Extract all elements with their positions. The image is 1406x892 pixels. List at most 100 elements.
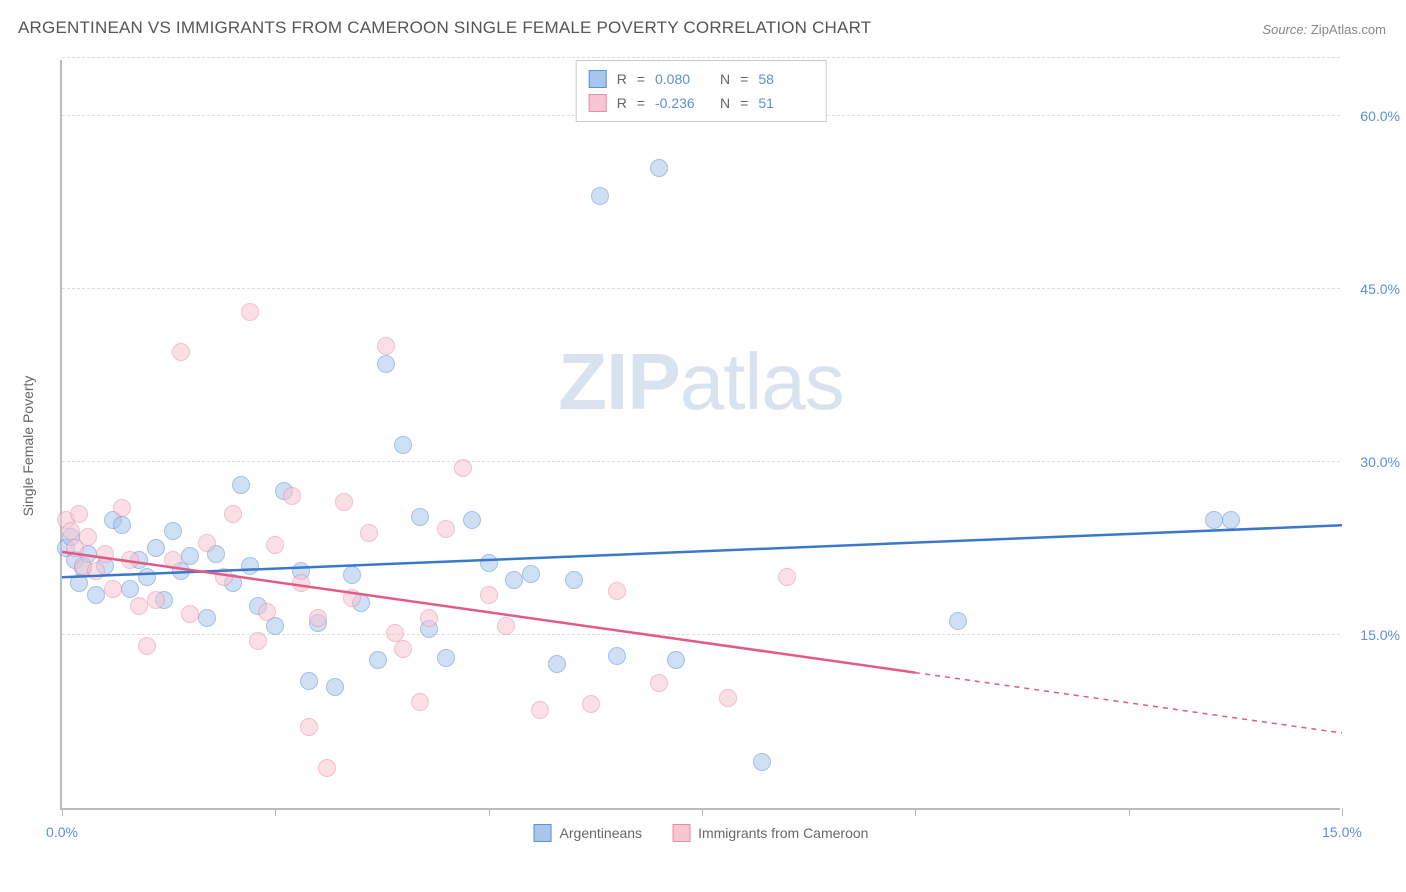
scatter-point (300, 672, 318, 690)
scatter-point (87, 562, 105, 580)
legend-eq-1b: = (740, 95, 748, 111)
scatter-point (437, 520, 455, 538)
x-tick (915, 808, 916, 816)
scatter-point (181, 605, 199, 623)
scatter-point (608, 582, 626, 600)
scatter-point (394, 436, 412, 454)
scatter-point (531, 701, 549, 719)
legend-row-0: R = 0.080 N = 58 (589, 67, 814, 91)
legend-swatch-0 (589, 70, 607, 88)
scatter-point (753, 753, 771, 771)
scatter-point (87, 586, 105, 604)
legend-r-value-0: 0.080 (655, 71, 710, 87)
scatter-point (343, 566, 361, 584)
y-tick-label: 45.0% (1345, 281, 1400, 297)
trendlines-svg (62, 58, 1342, 808)
scatter-point (377, 355, 395, 373)
legend-r-label-1: R (617, 95, 627, 111)
watermark-rest: atlas (680, 337, 844, 426)
scatter-point (377, 337, 395, 355)
scatter-point (224, 505, 242, 523)
scatter-point (232, 476, 250, 494)
legend-label-0: Argentineans (560, 825, 643, 841)
chart-title: ARGENTINEAN VS IMMIGRANTS FROM CAMEROON … (18, 18, 871, 38)
scatter-point (343, 589, 361, 607)
scatter-point (70, 505, 88, 523)
scatter-point (215, 568, 233, 586)
scatter-point (147, 591, 165, 609)
scatter-point (360, 524, 378, 542)
legend-row-1: R = -0.236 N = 51 (589, 91, 814, 115)
y-tick-label: 30.0% (1345, 454, 1400, 470)
scatter-point (420, 609, 438, 627)
legend-correlation: R = 0.080 N = 58 R = -0.236 N = 51 (576, 60, 827, 122)
legend-item-1: Immigrants from Cameroon (672, 824, 868, 842)
scatter-point (565, 571, 583, 589)
scatter-point (318, 759, 336, 777)
scatter-point (292, 574, 310, 592)
x-tick (702, 808, 703, 816)
scatter-point (62, 522, 80, 540)
legend-series: Argentineans Immigrants from Cameroon (534, 824, 869, 842)
scatter-point (480, 586, 498, 604)
plot-area: ZIPatlas R = 0.080 N = 58 R = -0.236 N =… (60, 60, 1340, 810)
scatter-point (719, 689, 737, 707)
scatter-point (241, 303, 259, 321)
scatter-point (650, 674, 668, 692)
x-tick (1342, 808, 1343, 816)
watermark-bold: ZIP (558, 337, 679, 426)
scatter-point (130, 597, 148, 615)
scatter-point (667, 651, 685, 669)
scatter-point (198, 609, 216, 627)
scatter-point (172, 343, 190, 361)
legend-item-0: Argentineans (534, 824, 643, 842)
scatter-point (258, 603, 276, 621)
legend-r-label-0: R (617, 71, 627, 87)
scatter-point (582, 695, 600, 713)
scatter-point (411, 693, 429, 711)
scatter-point (949, 612, 967, 630)
legend-eq-0a: = (637, 71, 645, 87)
x-tick (275, 808, 276, 816)
scatter-point (113, 516, 131, 534)
scatter-point (309, 609, 327, 627)
scatter-point (79, 528, 97, 546)
legend-eq-1a: = (637, 95, 645, 111)
legend-swatch-1 (589, 94, 607, 112)
scatter-point (147, 539, 165, 557)
legend-n-label-1: N (720, 95, 730, 111)
scatter-point (181, 547, 199, 565)
scatter-point (283, 487, 301, 505)
scatter-point (121, 580, 139, 598)
legend-swatch-b1 (672, 824, 690, 842)
y-tick-label: 15.0% (1345, 627, 1400, 643)
source-value: ZipAtlas.com (1311, 22, 1386, 37)
scatter-point (138, 637, 156, 655)
scatter-point (300, 718, 318, 736)
scatter-point (104, 580, 122, 598)
trendline-dashed (915, 673, 1342, 733)
gridline-h (62, 57, 1340, 58)
gridline-h (62, 461, 1340, 462)
scatter-point (241, 557, 259, 575)
scatter-point (608, 647, 626, 665)
scatter-point (650, 159, 668, 177)
scatter-point (454, 459, 472, 477)
legend-r-value-1: -0.236 (655, 95, 710, 111)
scatter-point (497, 617, 515, 635)
scatter-point (164, 551, 182, 569)
legend-eq-0b: = (740, 71, 748, 87)
scatter-point (1222, 511, 1240, 529)
scatter-point (113, 499, 131, 517)
scatter-point (778, 568, 796, 586)
source-attribution: Source: ZipAtlas.com (1262, 22, 1386, 37)
y-tick-label: 60.0% (1345, 108, 1400, 124)
scatter-point (480, 554, 498, 572)
x-tick (1129, 808, 1130, 816)
legend-n-value-1: 51 (758, 95, 813, 111)
watermark: ZIPatlas (558, 336, 843, 428)
scatter-point (369, 651, 387, 669)
x-tick-label: 15.0% (1322, 824, 1362, 840)
scatter-point (121, 551, 139, 569)
source-label: Source: (1262, 22, 1307, 37)
